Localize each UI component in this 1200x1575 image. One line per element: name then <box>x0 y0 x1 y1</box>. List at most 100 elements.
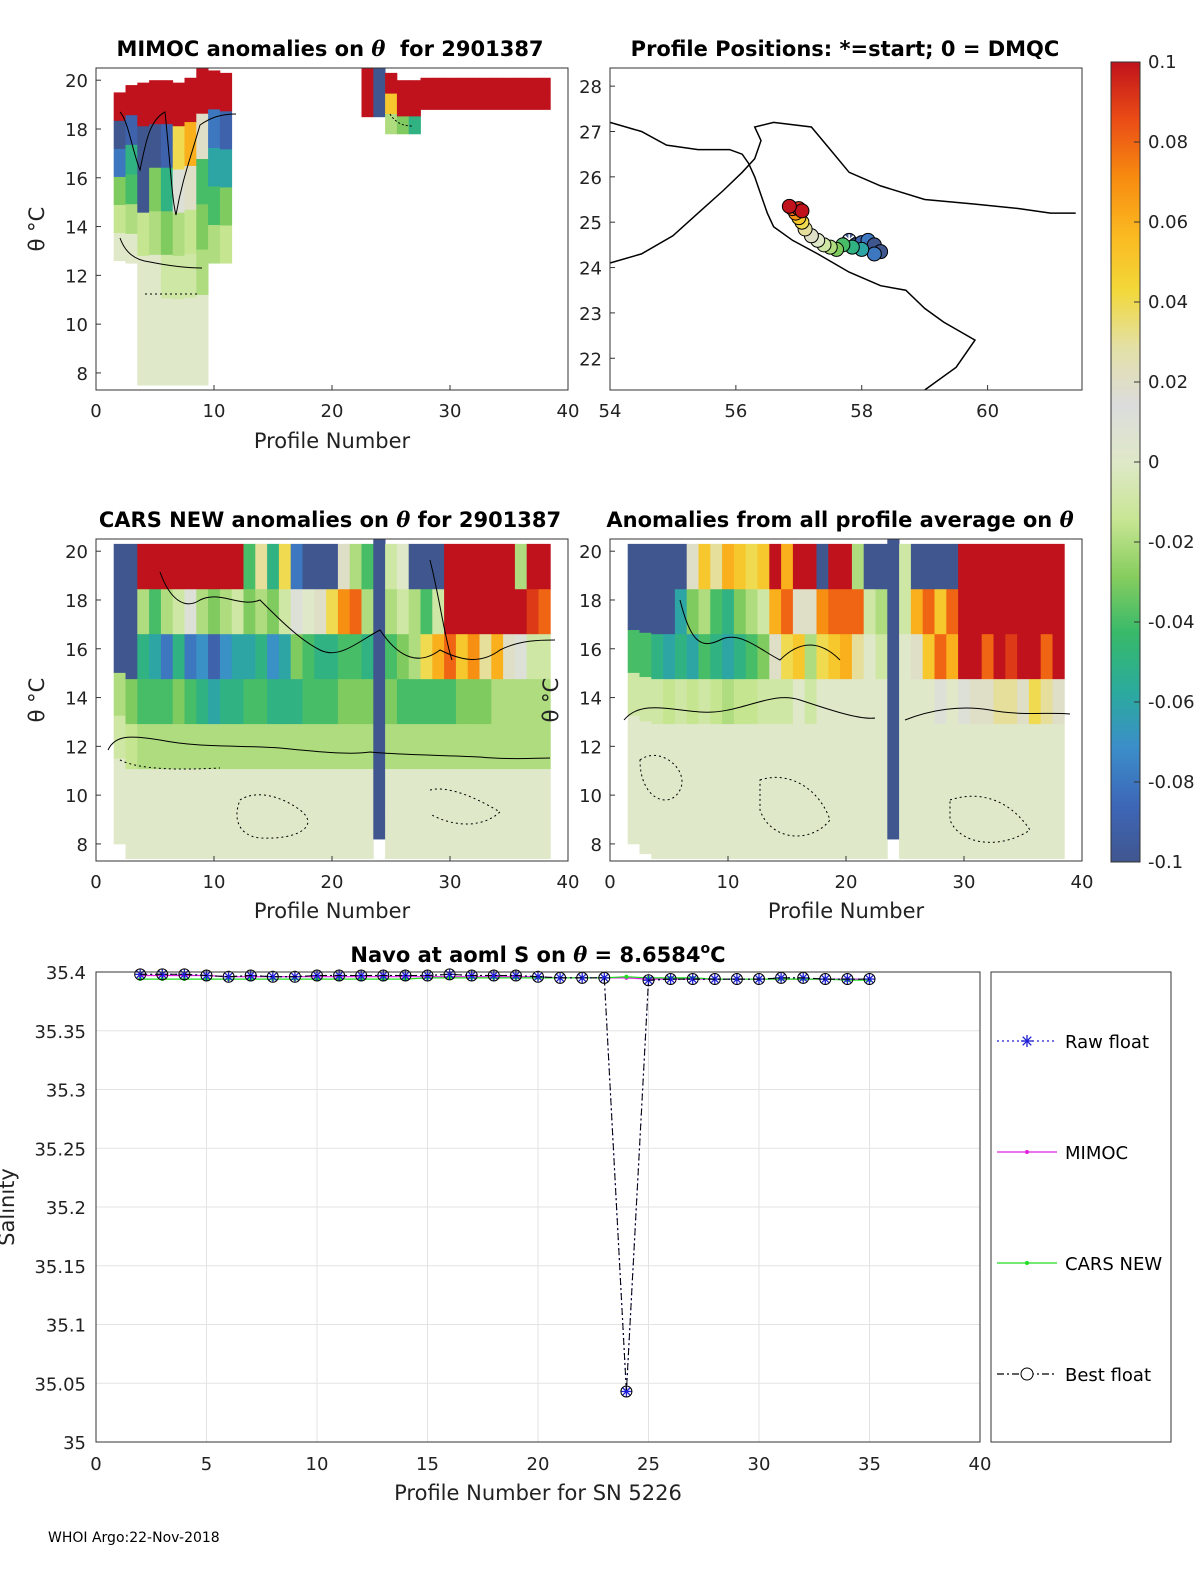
heatmap-cell <box>887 624 900 668</box>
heatmap-cell <box>149 588 162 635</box>
heatmap-cell <box>302 768 315 815</box>
x-tick-label: 10 <box>203 401 226 422</box>
heatmap-cell <box>326 633 339 680</box>
data-point <box>421 969 434 982</box>
heatmap-cell <box>172 255 185 300</box>
y-tick-label: 12 <box>65 266 88 287</box>
heatmap-cell <box>863 543 876 590</box>
profile-position-marker <box>781 198 797 214</box>
heatmap-cell <box>373 753 386 797</box>
heatmap-cell <box>444 813 457 859</box>
cars-heatmap-cells <box>113 539 551 859</box>
heatmap-cell <box>455 768 469 815</box>
mimoc-heatmap-cells <box>113 68 551 386</box>
heatmap-cell <box>172 633 185 680</box>
y-tick-label: 14 <box>65 689 88 710</box>
data-point <box>222 970 235 983</box>
heatmap-cell <box>651 768 664 815</box>
heatmap-cell <box>278 678 292 725</box>
heatmap-cell <box>875 723 888 770</box>
heatmap-cell <box>769 813 782 859</box>
heatmap-cell <box>491 813 504 859</box>
heatmap-cell <box>172 723 185 770</box>
heatmap-cell <box>769 678 782 725</box>
heatmap-cell <box>184 77 197 123</box>
heatmap-cell <box>444 678 457 725</box>
heatmap-cell <box>326 678 339 725</box>
heatmap-cell <box>184 678 197 725</box>
heatmap-cell <box>792 723 806 770</box>
heatmap-cell <box>172 212 185 256</box>
heatmap-cell <box>326 543 339 590</box>
heatmap-cell <box>349 543 362 590</box>
heatmap-cell <box>149 254 162 299</box>
salinity-axes-box <box>95 971 981 1443</box>
data-point <box>819 973 832 986</box>
heatmap-cell <box>361 768 374 815</box>
heatmap-cell <box>757 588 770 635</box>
heatmap-cell <box>337 813 351 859</box>
y-tick-label: 35.2 <box>46 1198 86 1219</box>
y-tick-label: 20 <box>65 542 88 563</box>
heatmap-cell <box>910 543 924 590</box>
heatmap-cell <box>993 588 1006 635</box>
heatmap-cell <box>674 543 688 590</box>
avg-title: Anomalies from all profile average on θ <box>606 507 1073 532</box>
heatmap-cell <box>137 212 150 256</box>
y-tick-label: 16 <box>579 640 602 661</box>
heatmap-cell <box>337 543 351 590</box>
mimoc-panel: MIMOC anomalies on θ for 2901387 0 10 20 30… <box>25 36 579 453</box>
heatmap-cell <box>125 813 138 859</box>
heatmap-cell <box>651 723 664 770</box>
mimoc-contours <box>119 111 413 295</box>
heatmap-cell <box>863 633 876 680</box>
heatmap-cell <box>125 543 138 590</box>
heatmap-cell <box>396 98 410 117</box>
heatmap-cell <box>231 813 244 859</box>
heatmap-cell <box>887 581 900 626</box>
heatmap-cell <box>816 543 829 590</box>
heatmap-cell <box>219 813 233 859</box>
heatmap-cell <box>125 144 138 175</box>
heatmap-cell <box>243 768 256 815</box>
heatmap-cell <box>208 543 221 590</box>
heatmap-cell <box>840 633 853 680</box>
heatmap-cell <box>455 813 469 859</box>
avg-heatmap-cells <box>627 539 1065 859</box>
heatmap-cell <box>290 633 303 680</box>
heatmap-cell <box>361 813 374 859</box>
heatmap-cell <box>432 768 445 815</box>
heatmap-cell <box>804 723 817 770</box>
data-point <box>355 969 368 982</box>
heatmap-cell <box>149 678 162 725</box>
heatmap-cell <box>851 813 865 859</box>
heatmap-cell <box>627 758 640 802</box>
colorbar-tick-label: 0.1 <box>1148 52 1177 73</box>
heatmap-cell <box>385 813 398 859</box>
heatmap-cell <box>219 588 233 635</box>
heatmap-cell <box>981 768 994 815</box>
heatmap-cell <box>769 723 782 770</box>
y-tick-label: 18 <box>65 120 88 141</box>
heatmap-cell <box>698 588 711 635</box>
colorbar-tick-label: 0.08 <box>1148 132 1188 153</box>
colorbar-tick-label: -0.08 <box>1148 772 1195 793</box>
heatmap-cell <box>113 801 126 845</box>
heatmap-cell <box>792 633 806 680</box>
data-point <box>134 968 147 981</box>
heatmap-cell <box>255 633 268 680</box>
heatmap-cell <box>946 723 959 770</box>
heatmap-cell <box>326 768 339 815</box>
heatmap-cell <box>479 813 492 859</box>
data-point <box>708 973 721 986</box>
heatmap-cell <box>420 678 433 725</box>
heatmap-cell <box>514 768 528 815</box>
data-point <box>311 969 323 982</box>
heatmap-cell <box>467 543 480 590</box>
heatmap-cell <box>314 678 327 725</box>
heatmap-cell <box>710 813 723 859</box>
positions-panel: Profile Positions: *=start; 0 = DMQC 54 5… <box>579 37 1083 422</box>
heatmap-cell <box>686 813 699 859</box>
heatmap-cell <box>1028 633 1042 680</box>
heatmap-cell <box>863 723 876 770</box>
